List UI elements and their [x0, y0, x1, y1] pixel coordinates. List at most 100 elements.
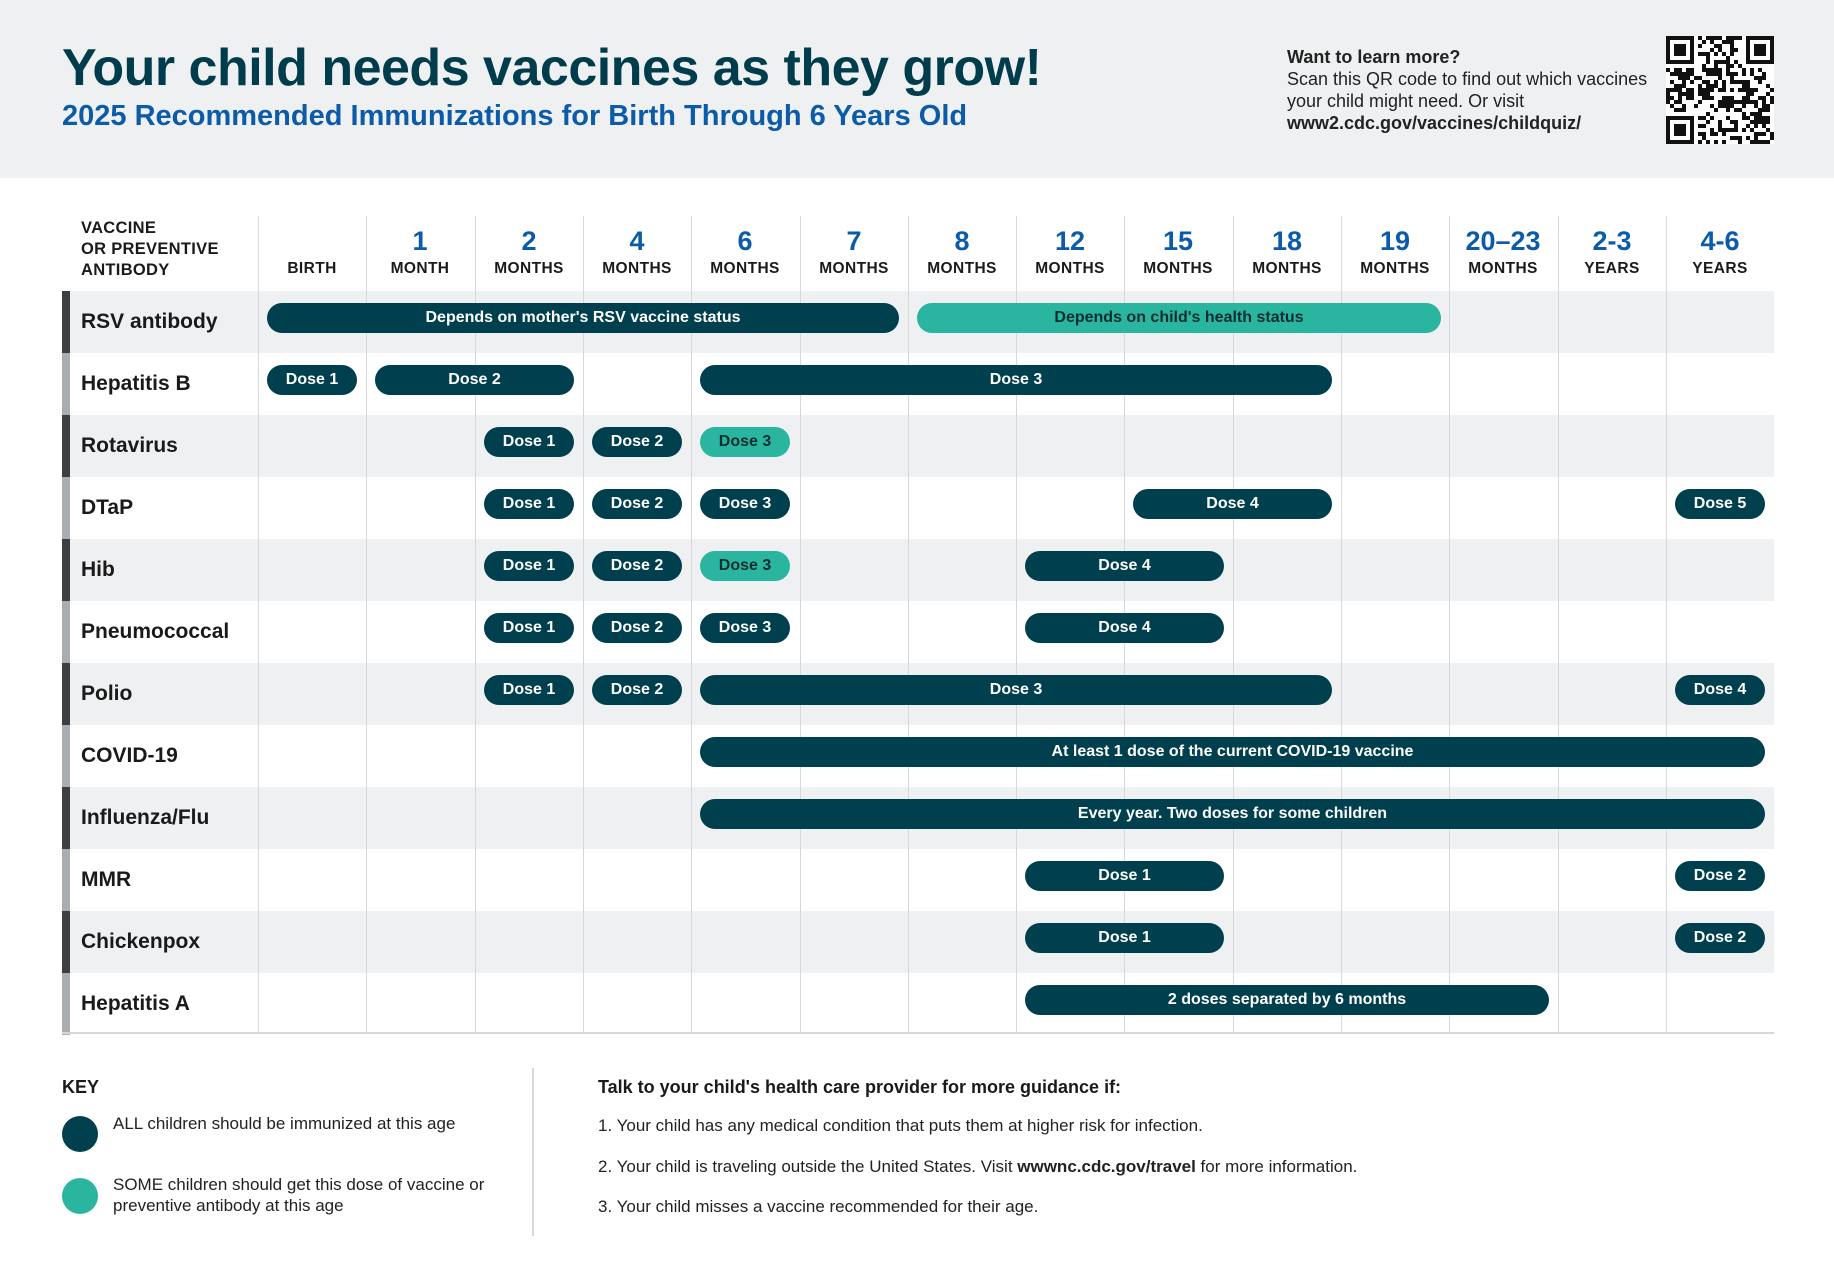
- dose-bar: Dose 2: [592, 551, 682, 581]
- dose-bar: Depends on child's health status: [917, 303, 1441, 333]
- column-header-number: 2: [521, 226, 537, 256]
- table-row: [62, 911, 1774, 973]
- column-header-number: 1: [412, 226, 428, 256]
- row-marker: [62, 477, 70, 539]
- dose-bar: Dose 4: [1025, 613, 1224, 643]
- column-header-unit: MONTHS: [494, 260, 564, 277]
- table-bottom-line: [62, 1032, 1774, 1034]
- row-marker: [62, 353, 70, 415]
- vaccine-header-line: OR PREVENTIVE: [81, 240, 219, 258]
- column-header-number: [258, 224, 366, 258]
- vaccine-name: DTaP: [81, 496, 134, 519]
- column-header: 6 MONTHS: [691, 224, 799, 278]
- guidance-item-2: 2. Your child is traveling outside the U…: [598, 1157, 1357, 1177]
- row-marker: [62, 849, 70, 911]
- row-marker: [62, 663, 70, 725]
- dose-bar: Dose 3: [700, 613, 790, 643]
- grid-line: [366, 216, 367, 1033]
- column-header: 19 MONTHS: [1341, 224, 1449, 278]
- vaccine-name: Rotavirus: [81, 434, 178, 457]
- table-row: [62, 415, 1774, 477]
- guidance-item-3: 3. Your child misses a vaccine recommend…: [598, 1197, 1039, 1216]
- guidance-item-1: 1. Your child has any medical condition …: [598, 1116, 1203, 1135]
- vaccine-name: Hepatitis B: [81, 372, 191, 395]
- column-header-unit: MONTH: [390, 260, 450, 277]
- dose-bar: Dose 4: [1675, 675, 1765, 705]
- dose-bar: Dose 2: [592, 427, 682, 457]
- grid-line: [475, 216, 476, 1033]
- guidance-title: Talk to your child's health care provide…: [598, 1077, 1122, 1097]
- grid-line: [1558, 216, 1559, 1033]
- table-row: [62, 477, 1774, 539]
- column-header: 2-3 YEARS: [1558, 224, 1666, 278]
- column-header-unit: MONTHS: [1468, 260, 1538, 277]
- vaccine-name: COVID-19: [81, 744, 178, 767]
- dose-bar: Dose 3: [700, 365, 1332, 395]
- dose-bar: Dose 2: [592, 675, 682, 705]
- vaccine-name: RSV antibody: [81, 310, 218, 333]
- grid-line: [1449, 216, 1450, 1033]
- column-header-unit: MONTHS: [819, 260, 889, 277]
- vaccine-name: Hepatitis A: [81, 992, 190, 1015]
- column-header-unit: MONTHS: [1143, 260, 1213, 277]
- row-marker: [62, 911, 70, 973]
- travel-link[interactable]: wwwnc.cdc.gov/travel: [1017, 1157, 1196, 1176]
- dose-bar: Dose 3: [700, 675, 1332, 705]
- vaccine-column-header: VACCINE OR PREVENTIVE ANTIBODY: [81, 218, 219, 281]
- column-header-number: 2-3: [1592, 226, 1632, 256]
- dose-bar: Dose 3: [700, 427, 790, 457]
- dose-bar: Dose 3: [700, 551, 790, 581]
- dose-bar: Dose 1: [484, 489, 574, 519]
- row-marker: [62, 291, 70, 353]
- dose-bar: Dose 5: [1675, 489, 1765, 519]
- footer-divider: [532, 1068, 534, 1236]
- grid-line: [800, 216, 801, 1033]
- grid-line: [1341, 216, 1342, 1033]
- column-header-unit: YEARS: [1584, 260, 1640, 277]
- dose-bar: Dose 2: [592, 489, 682, 519]
- learn-more-text: Scan this QR code to find out which vacc…: [1287, 69, 1648, 111]
- column-header-number: 4-6: [1700, 226, 1740, 256]
- column-header: 2 MONTHS: [475, 224, 583, 278]
- column-header-number: 8: [954, 226, 970, 256]
- table-row: [62, 539, 1774, 601]
- grid-line: [258, 216, 259, 1033]
- dose-bar: Dose 1: [1025, 861, 1224, 891]
- column-header: 1 MONTH: [366, 224, 474, 278]
- column-header-unit: MONTHS: [710, 260, 780, 277]
- row-marker: [62, 787, 70, 849]
- vaccine-header-line: VACCINE: [81, 219, 157, 237]
- dose-bar: Dose 1: [484, 613, 574, 643]
- key-title: KEY: [62, 1077, 100, 1097]
- dose-bar: Dose 4: [1133, 489, 1332, 519]
- column-header-unit: YEARS: [1692, 260, 1748, 277]
- column-header-number: 12: [1054, 226, 1086, 256]
- row-marker: [62, 415, 70, 477]
- column-header-unit: MONTHS: [1360, 260, 1430, 277]
- qr-code-icon[interactable]: [1666, 36, 1774, 144]
- grid-line: [1233, 216, 1234, 1033]
- learn-more-link[interactable]: www2.cdc.gov/vaccines/childquiz/: [1287, 113, 1582, 133]
- vaccine-name: Hib: [81, 558, 115, 581]
- key-some-dot: [62, 1178, 98, 1214]
- learn-more-heading: Want to learn more?: [1287, 47, 1461, 67]
- guidance-item-2-post: for more information.: [1195, 1157, 1358, 1176]
- column-header-number: 4: [629, 226, 645, 256]
- column-header-number: 6: [737, 226, 753, 256]
- column-header-unit: MONTHS: [602, 260, 672, 277]
- column-header: 15 MONTHS: [1124, 224, 1232, 278]
- dose-bar: Dose 4: [1025, 551, 1224, 581]
- dose-bar: Depends on mother's RSV vaccine status: [267, 303, 899, 333]
- dose-bar: Dose 1: [484, 551, 574, 581]
- row-marker: [62, 725, 70, 787]
- vaccine-header-line: ANTIBODY: [81, 261, 170, 279]
- page-title: Your child needs vaccines as they grow!: [62, 39, 1042, 97]
- guidance-item-2-pre: 2. Your child is traveling outside the U…: [598, 1157, 1018, 1176]
- column-header: 8 MONTHS: [908, 224, 1016, 278]
- column-header: 4 MONTHS: [583, 224, 691, 278]
- vaccine-name: Influenza/Flu: [81, 806, 210, 829]
- row-marker: [62, 539, 70, 601]
- dose-bar: Dose 2: [1675, 861, 1765, 891]
- column-header: 20–23 MONTHS: [1449, 224, 1557, 278]
- learn-more-box: Want to learn more? Scan this QR code to…: [1287, 46, 1667, 134]
